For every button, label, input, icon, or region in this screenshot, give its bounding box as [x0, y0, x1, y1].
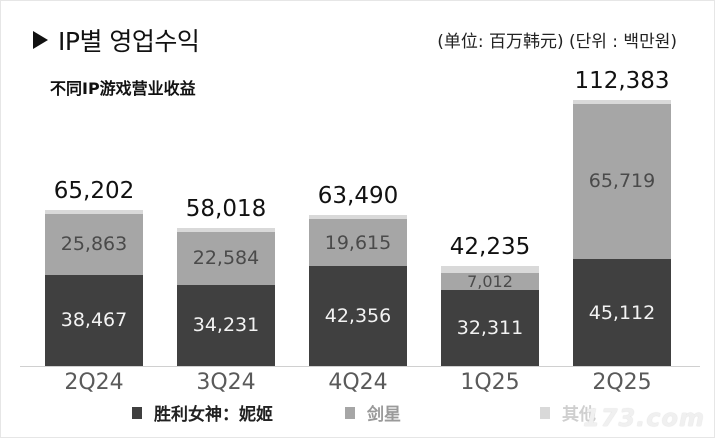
total-label: 42,235 — [449, 234, 531, 261]
page-title: IP별 영업수익 — [33, 22, 200, 58]
segment-nikke: 32,311 — [441, 289, 539, 366]
segment-stellar-blade: 25,863 — [45, 213, 143, 275]
total-label: 65,202 — [53, 177, 135, 204]
total-label: 58,018 — [185, 195, 267, 222]
segment-others — [309, 215, 407, 220]
x-axis-line — [20, 366, 700, 367]
segment-nikke: 45,112 — [573, 259, 671, 366]
bar-2q25: 65,719 45,112 — [573, 99, 671, 366]
x-tick-label: 4Q24 — [328, 370, 388, 395]
x-tick-label: 1Q25 — [460, 370, 520, 395]
legend-swatch-icon — [540, 406, 550, 419]
bar-2q24: 25,863 38,467 — [45, 209, 143, 366]
chart-subtitle: 不同IP游戏营业收益 — [50, 79, 196, 98]
total-label: 63,490 — [317, 183, 399, 210]
triangle-bullet-icon — [33, 31, 48, 49]
title-text: IP별 영업수익 — [58, 27, 200, 56]
segment-nikke: 42,356 — [309, 265, 407, 366]
segment-stellar-blade: 7,012 — [441, 272, 539, 290]
segment-others — [573, 99, 671, 104]
segment-stellar-blade: 19,615 — [309, 219, 407, 266]
bar-3q24: 22,584 34,231 — [177, 227, 275, 366]
x-tick-label: 2Q25 — [592, 370, 652, 395]
bar-1q25: 7,012 32,311 — [441, 266, 539, 366]
legend-item-stellar-blade: 剑星 — [345, 400, 401, 425]
legend-label: 其他 — [562, 405, 596, 425]
segment-nikke: 38,467 — [45, 274, 143, 366]
watermark: 173.com — [583, 404, 705, 432]
segment-others — [45, 209, 143, 214]
segment-nikke: 34,231 — [177, 284, 275, 366]
legend: 胜利女神：妮姬 剑星 其他 — [0, 400, 715, 430]
legend-label: 胜利女神：妮姬 — [154, 405, 273, 425]
legend-item-others: 其他 — [540, 400, 596, 425]
legend-swatch-icon — [345, 406, 355, 419]
segment-others — [177, 227, 275, 232]
x-tick-label: 2Q24 — [64, 370, 124, 395]
bar-4q24: 19,615 42,356 — [309, 215, 407, 366]
total-label: 112,383 — [574, 67, 670, 94]
x-tick-label: 3Q24 — [196, 370, 256, 395]
segment-stellar-blade: 22,584 — [177, 231, 275, 285]
legend-item-nikke: 胜利女神：妮姬 — [132, 400, 273, 425]
legend-swatch-icon — [132, 406, 142, 419]
unit-label: (单位: 百万韩元) (단위 : 백만원) — [437, 32, 677, 52]
segment-stellar-blade: 65,719 — [573, 103, 671, 260]
segment-others — [441, 266, 539, 273]
legend-label: 剑星 — [367, 405, 401, 425]
